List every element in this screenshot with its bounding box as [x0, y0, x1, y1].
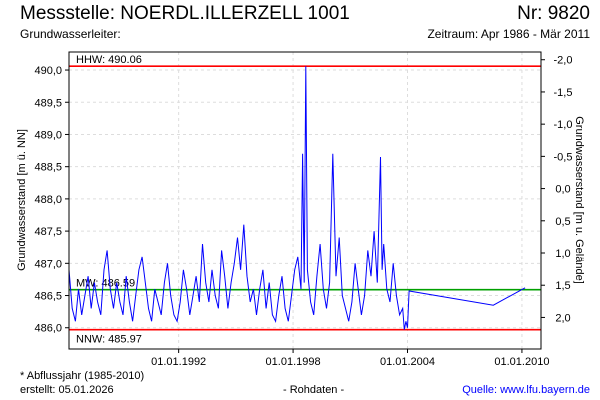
y2-tick-label: 0,0	[555, 184, 570, 196]
y-tick-label: 487,5	[34, 226, 62, 238]
y-tick-label: 486,5	[34, 291, 62, 303]
x-tick-label: 01.01.1992	[151, 356, 206, 368]
x-tick-label: 01.01.1998	[266, 356, 321, 368]
plot-frame	[68, 51, 542, 350]
reference-label: NNW: 485.97	[76, 334, 142, 346]
y2-tick-label: -2,0	[554, 55, 573, 67]
y2-tick-label: -0,5	[554, 151, 573, 163]
y2-tick-label: 1,0	[555, 248, 570, 260]
reference-label: HHW: 490.06	[76, 54, 142, 66]
y-tick-label: 486,0	[34, 323, 62, 335]
y-tick-label: 489,0	[34, 129, 62, 141]
y-tick-label: 488,0	[34, 194, 62, 206]
series-line	[68, 66, 526, 330]
footnote: * Abflussjahr (1985-2010)	[20, 370, 145, 382]
x-tick-label: 01.01.2004	[380, 356, 435, 368]
page-title: Messstelle: NOERDL.ILLERZELL 1001	[20, 3, 350, 24]
y-tick-label: 488,5	[34, 162, 62, 174]
aquifer-label: Grundwasserleiter:	[20, 27, 121, 41]
y2-tick-label: -1,0	[554, 119, 573, 131]
created-date: erstellt: 05.01.2026	[20, 384, 114, 396]
y-axis-label: Grundwasserstand [m ü. NN]	[16, 129, 28, 271]
y2-tick-label: 1,5	[555, 280, 570, 292]
y-tick-label: 489,5	[34, 97, 62, 109]
raw-data-label: - Rohdaten -	[283, 384, 345, 396]
station-number: Nr: 9820	[517, 3, 590, 24]
axis-ticks: 486,0 486,5 487,0 487,5 488,0 488,5 489,0 489,5…	[34, 55, 572, 368]
reference-label: MW: 486.59	[76, 278, 135, 290]
source-link[interactable]: Quelle: www.lfu.bayern.de	[462, 384, 590, 396]
y2-tick-label: 2,0	[555, 312, 570, 324]
y-tick-label: 490,0	[34, 65, 62, 77]
y2-tick-label: -1,5	[554, 87, 573, 99]
y2-tick-label: 0,5	[555, 216, 570, 228]
reference-lines: HHW: 490.06 MW: 486.59 NNW: 485.97	[69, 54, 541, 346]
x-tick-label: 01.01.2010	[494, 356, 549, 368]
period-label: Zeitraum: Apr 1986 - Mär 2011	[427, 27, 590, 41]
y2-axis-label: Grundwasserstand [m u. Gelände]	[573, 116, 585, 284]
y-tick-label: 487,0	[34, 258, 62, 270]
